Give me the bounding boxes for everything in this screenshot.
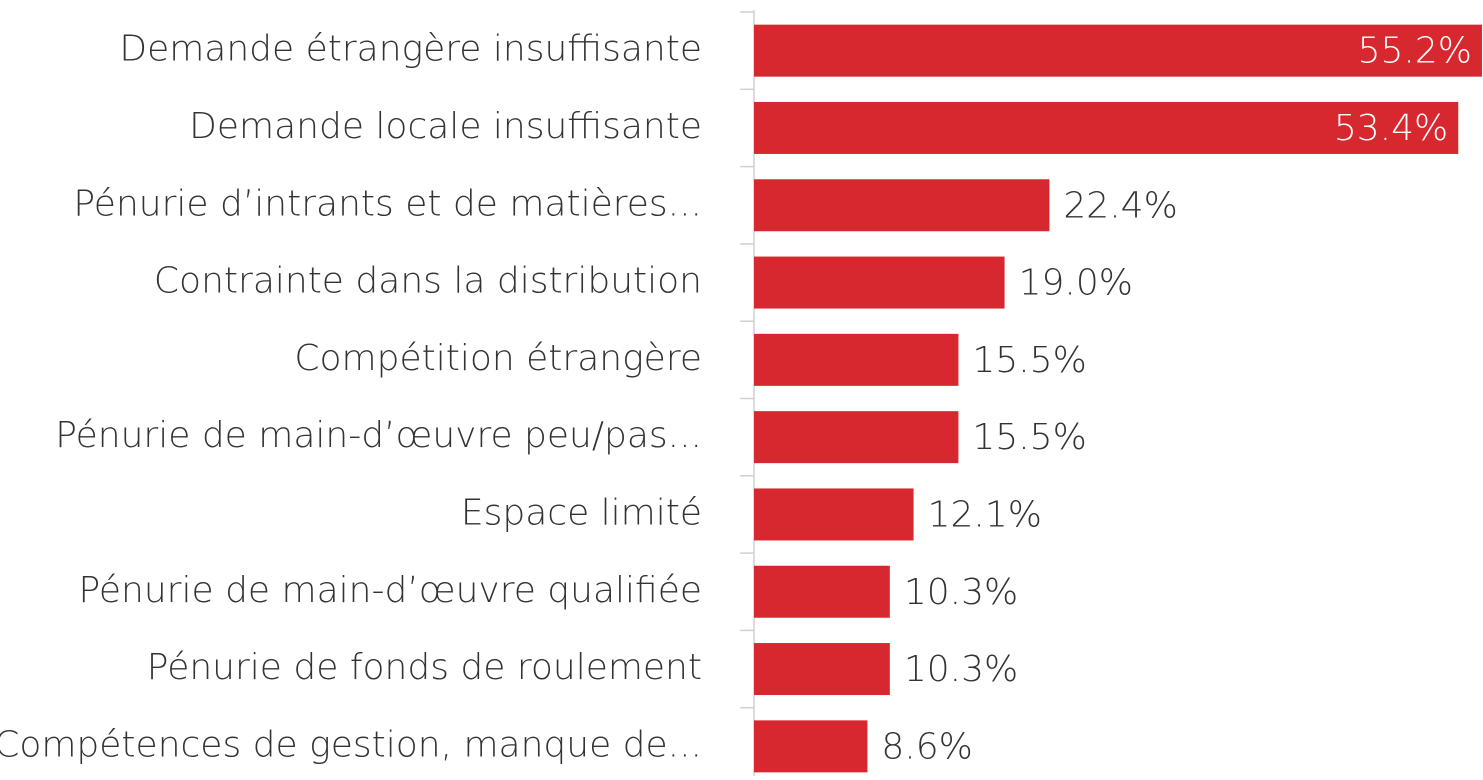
category-label: Pénurie de main-d’œuvre qualifiée: [78, 570, 702, 611]
category-label: Contrainte dans la distribution: [154, 261, 702, 302]
bar: [754, 24, 1482, 77]
value-label: 53.4%: [1334, 108, 1448, 149]
bar: [754, 256, 1005, 309]
category-label: Compétition étrangère: [294, 338, 702, 379]
category-label: Demande étrangère insuffisante: [119, 29, 702, 70]
value-label: 8.6%: [881, 726, 972, 767]
value-label: 10.3%: [904, 649, 1018, 690]
value-label: 10.3%: [904, 572, 1018, 613]
bar: [754, 488, 914, 541]
category-label: Demande locale insuffisante: [189, 106, 702, 147]
category-label: Espace limité: [461, 492, 702, 533]
value-label: 19.0%: [1019, 263, 1133, 304]
bar: [754, 179, 1050, 232]
category-label: Pénurie de fonds de roulement: [147, 647, 702, 688]
category-label: Compétences de gestion, manque de...: [0, 724, 702, 765]
bar: [754, 720, 868, 773]
value-label: 12.1%: [928, 494, 1042, 535]
value-label: 15.5%: [972, 340, 1086, 381]
bar: [754, 565, 890, 618]
category-label: Pénurie de main-d’œuvre peu/pas...: [55, 415, 702, 456]
bar: [754, 411, 959, 464]
value-label: 15.5%: [972, 417, 1086, 458]
bar: [754, 643, 890, 696]
category-label: Pénurie d’intrants et de matières...: [73, 183, 702, 224]
bar: [754, 333, 959, 386]
value-label: 22.4%: [1063, 185, 1177, 226]
value-label: 55.2%: [1358, 31, 1472, 72]
bar: [754, 101, 1459, 154]
